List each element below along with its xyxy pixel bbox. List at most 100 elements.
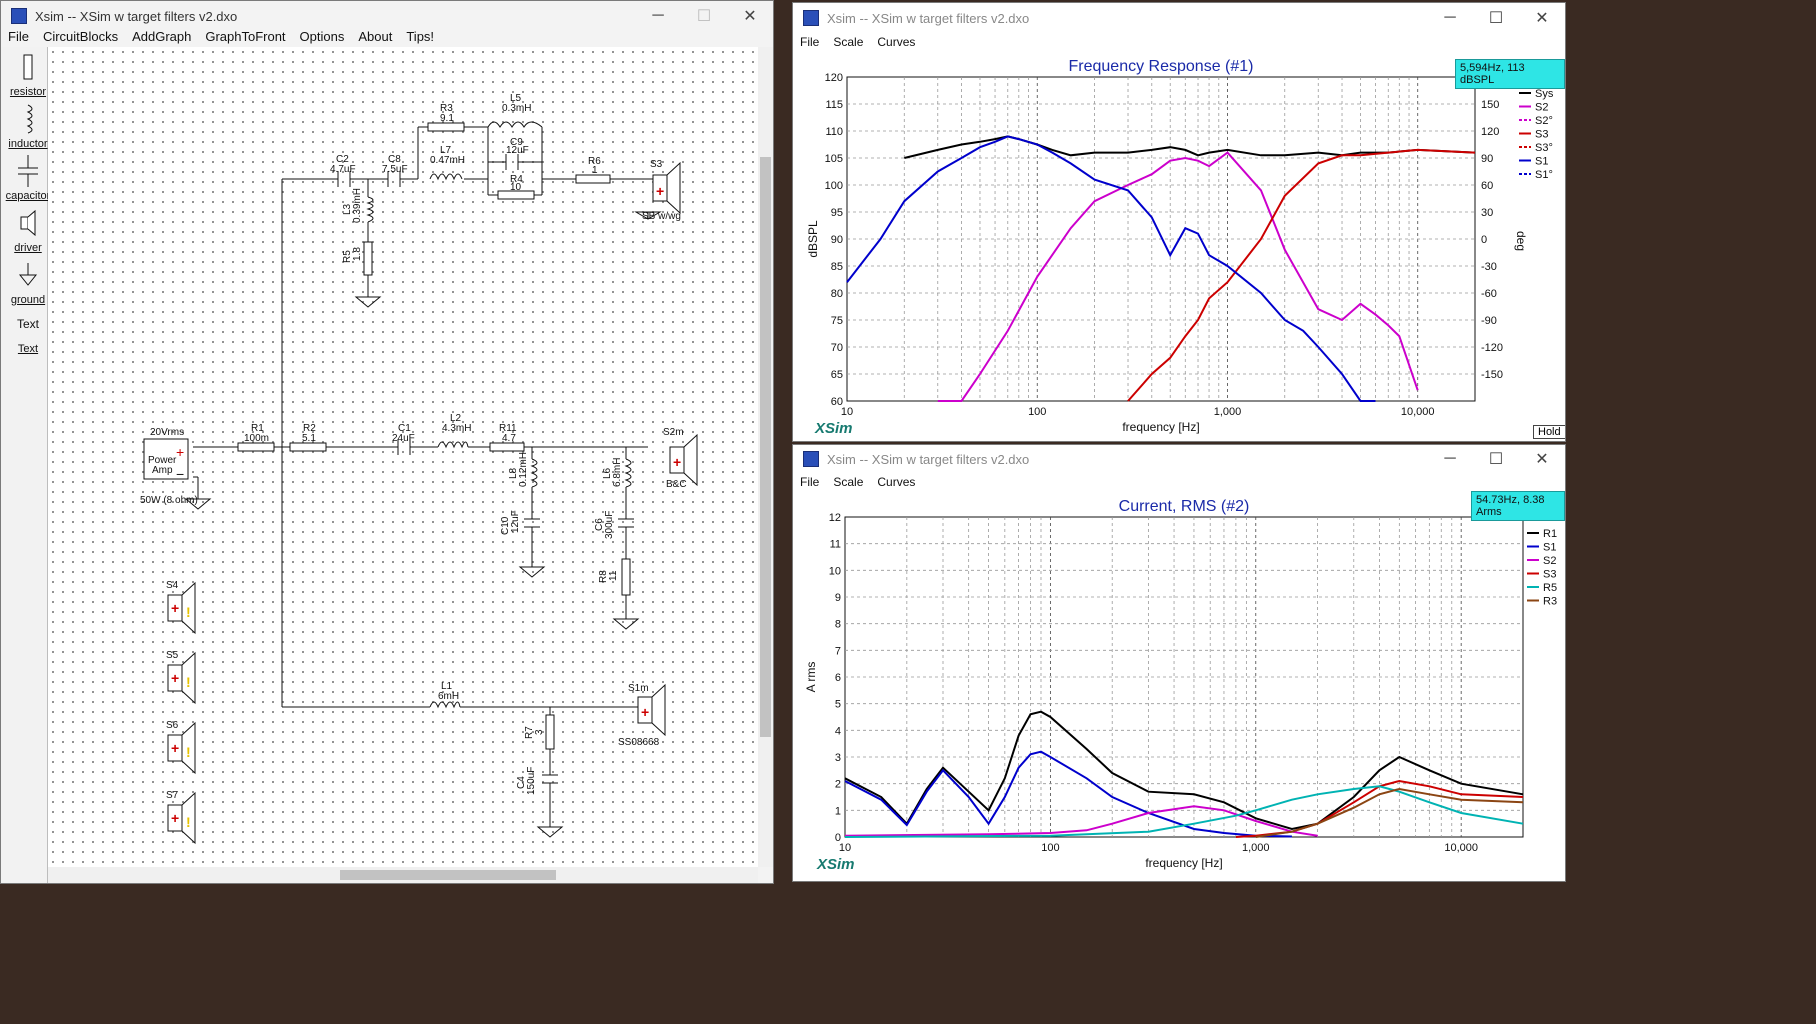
- tool-capacitor[interactable]: capacitor: [1, 155, 55, 202]
- frequency-response-chart[interactable]: 6065707580859095100105110115120-150-120-…: [793, 53, 1565, 439]
- C9-name: C9: [510, 137, 523, 148]
- menu-file[interactable]: File: [800, 35, 820, 49]
- legend-entry: S2°: [1535, 115, 1553, 127]
- legend-entry: R1: [1543, 528, 1557, 540]
- S1m-note: SS08668: [618, 737, 660, 748]
- horizontal-scrollbar[interactable]: [48, 867, 758, 883]
- R8-name: R8: [598, 570, 609, 583]
- hold-button[interactable]: Hold: [1533, 425, 1565, 439]
- y-tick-label: 115: [825, 99, 843, 111]
- vertical-scrollbar[interactable]: [758, 47, 773, 867]
- y2-tick-label: 120: [1481, 126, 1499, 138]
- L2-value: 4.3mH: [442, 423, 471, 434]
- C10-value: 12uF: [510, 510, 521, 533]
- menu-about[interactable]: About: [358, 28, 393, 44]
- legend-entry: R3: [1543, 596, 1557, 608]
- x-tick-label: 10: [839, 842, 851, 854]
- C1-name: C1: [398, 423, 411, 434]
- legend-entry: S1: [1543, 542, 1556, 554]
- source-label-line1: Power: [148, 455, 177, 466]
- svg-text:!: !: [186, 674, 191, 690]
- svg-text:!: !: [186, 604, 191, 620]
- close-icon[interactable]: ✕: [1535, 10, 1549, 27]
- R6-value: 1: [592, 165, 598, 176]
- y-tick-label: 105: [825, 153, 843, 165]
- menu-scale[interactable]: Scale: [833, 35, 864, 49]
- title-bar[interactable]: Xsim -- XSim w target filters v2.dxo ─ ☐…: [793, 445, 1565, 473]
- chart-title: Current, RMS (#2): [1119, 498, 1250, 515]
- y-tick-label: 11: [830, 539, 841, 551]
- svg-text:+: +: [171, 600, 179, 616]
- app-icon: [11, 8, 27, 24]
- series-line-R1: [844, 710, 1524, 831]
- schematic-canvas[interactable]: + − + + + + + + + !!!! 20Vrms Powe: [48, 47, 758, 867]
- series-line-S1: [846, 135, 1376, 402]
- scroll-thumb-vertical[interactable]: [760, 157, 771, 737]
- svg-text:+: +: [656, 183, 664, 199]
- menu-scale[interactable]: Scale: [833, 475, 864, 489]
- S1m-name: S1m: [628, 683, 649, 694]
- menu-curves[interactable]: Curves: [877, 35, 916, 49]
- menu-addgraph[interactable]: AddGraph: [132, 28, 192, 44]
- S4-name: S4: [166, 580, 179, 591]
- y-tick-label: 5: [835, 699, 841, 711]
- scroll-thumb-horizontal[interactable]: [340, 870, 556, 880]
- legend-entry: S1°: [1535, 169, 1553, 181]
- x-tick-label: 10,000: [1444, 842, 1478, 854]
- S2m-note: B&C: [666, 479, 687, 490]
- menu-tips[interactable]: Tips!: [406, 28, 435, 44]
- legend-entry: S2: [1535, 102, 1548, 114]
- L6-value: 6.8mH: [612, 458, 623, 487]
- y-tick-label: 90: [831, 234, 843, 246]
- minimize-icon[interactable]: ─: [652, 7, 664, 24]
- menu-curves[interactable]: Curves: [877, 475, 916, 489]
- cursor-readout: 5,594Hz, 113 dBSPL: [1455, 59, 1565, 89]
- menu-options[interactable]: Options: [299, 28, 345, 44]
- maximize-icon[interactable]: ☐: [1488, 10, 1504, 27]
- tool-ground[interactable]: ground: [1, 259, 55, 306]
- title-bar[interactable]: Xsim -- XSim w target filters v2.dxo ─ ☐…: [1, 1, 773, 31]
- tool-text-underlined[interactable]: Text: [1, 343, 55, 355]
- tool-inductor[interactable]: inductor: [1, 103, 55, 150]
- y-tick-label: 70: [831, 342, 843, 354]
- series-line-S2: [844, 805, 1318, 837]
- y2-tick-label: 60: [1481, 180, 1493, 192]
- minimize-icon[interactable]: ─: [1444, 450, 1456, 467]
- R3-value: 9.1: [440, 113, 454, 124]
- minimize-icon[interactable]: ─: [1444, 9, 1456, 26]
- close-icon[interactable]: ✕: [743, 8, 757, 25]
- R11-name: R11: [499, 423, 517, 434]
- S3-name: S3: [650, 159, 663, 170]
- y-tick-label: 1: [835, 805, 841, 817]
- close-icon[interactable]: ✕: [1535, 451, 1549, 468]
- y-tick-label: 95: [831, 207, 843, 219]
- x-axis-label: frequency [Hz]: [1145, 856, 1222, 870]
- svg-text:+: +: [171, 670, 179, 686]
- C9-value: 12uF: [506, 145, 529, 156]
- inductor-L5: [487, 121, 543, 128]
- L8-value: 0.12mH: [518, 452, 529, 487]
- menu-circuitblocks[interactable]: CircuitBlocks: [42, 28, 119, 44]
- cursor-readout: 54.73Hz, 8.38 Arms: [1471, 491, 1565, 521]
- y-tick-label: 10: [829, 565, 841, 577]
- menu-graphtofront[interactable]: GraphToFront: [205, 28, 286, 44]
- maximize-icon[interactable]: ☐: [1488, 451, 1504, 468]
- current-rms-window: Xsim -- XSim w target filters v2.dxo ─ ☐…: [792, 444, 1566, 882]
- window-title: Xsim -- XSim w target filters v2.dxo: [827, 451, 1030, 467]
- C8-name: C8: [388, 154, 401, 165]
- maximize-icon[interactable]: ☐: [696, 8, 712, 25]
- tool-text[interactable]: Text: [1, 317, 55, 331]
- app-icon: [803, 451, 819, 467]
- menu-file[interactable]: File: [800, 475, 820, 489]
- menu-file[interactable]: File: [8, 28, 29, 44]
- C6-name: C6: [594, 518, 605, 531]
- tool-resistor[interactable]: resistor: [1, 51, 55, 98]
- tool-driver[interactable]: driver: [1, 207, 55, 254]
- svg-text:!: !: [186, 744, 191, 760]
- L5-value: 0.3mH: [502, 103, 531, 114]
- title-bar[interactable]: Xsim -- XSim w target filters v2.dxo ─ ☐…: [793, 3, 1565, 33]
- R2-value: 5.1: [302, 433, 316, 444]
- chart-title: Frequency Response (#1): [1069, 58, 1254, 75]
- window-title: Xsim -- XSim w target filters v2.dxo: [35, 8, 238, 24]
